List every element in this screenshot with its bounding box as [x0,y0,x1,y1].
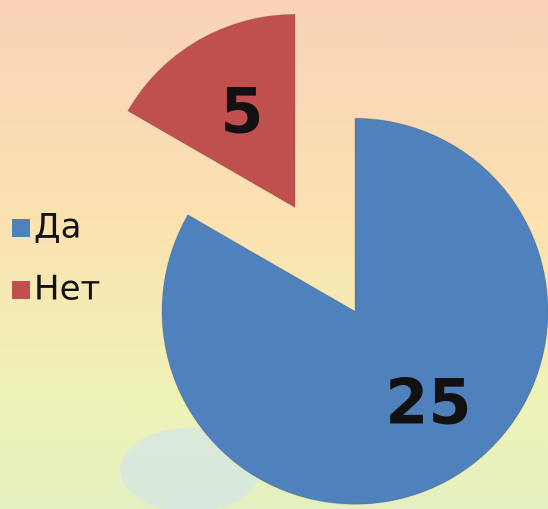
legend-swatch [12,219,30,237]
data-label: 5 [220,75,263,148]
legend-swatch [12,281,30,299]
page: 255ДаНет (() => { const data = JSON.pars… [0,0,548,509]
chart: 25 5 Да Нет [0,0,548,509]
legend-label: Нет [34,269,100,309]
legend-label: Да [34,207,81,247]
data-label: 25 [385,366,471,439]
pie-slice [162,118,548,504]
pie-slice [128,14,295,207]
